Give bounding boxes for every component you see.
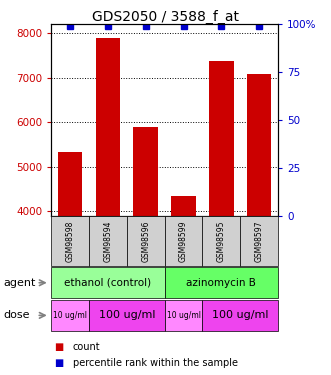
Bar bbox=[247, 74, 271, 216]
Bar bbox=[171, 196, 196, 216]
Text: 100 ug/ml: 100 ug/ml bbox=[99, 310, 155, 320]
Text: GSM98594: GSM98594 bbox=[104, 220, 113, 262]
Text: GSM98597: GSM98597 bbox=[255, 220, 264, 262]
Text: count: count bbox=[73, 342, 100, 352]
Text: percentile rank within the sample: percentile rank within the sample bbox=[73, 358, 238, 368]
Text: GSM98599: GSM98599 bbox=[179, 220, 188, 262]
Text: agent: agent bbox=[3, 278, 36, 288]
Text: 10 ug/ml: 10 ug/ml bbox=[53, 311, 87, 320]
Text: GDS2050 / 3588_f_at: GDS2050 / 3588_f_at bbox=[92, 9, 239, 24]
Text: dose: dose bbox=[3, 310, 30, 320]
Text: GSM98595: GSM98595 bbox=[217, 220, 226, 262]
Bar bbox=[96, 38, 120, 216]
Bar bbox=[58, 152, 82, 216]
Text: GSM98596: GSM98596 bbox=[141, 220, 150, 262]
Text: GSM98598: GSM98598 bbox=[66, 220, 75, 262]
Text: azinomycin B: azinomycin B bbox=[186, 278, 256, 288]
Text: ■: ■ bbox=[55, 358, 64, 368]
Text: ethanol (control): ethanol (control) bbox=[65, 278, 152, 288]
Text: 100 ug/ml: 100 ug/ml bbox=[212, 310, 268, 320]
Text: 10 ug/ml: 10 ug/ml bbox=[166, 311, 201, 320]
Bar bbox=[133, 127, 158, 216]
Text: ■: ■ bbox=[55, 342, 64, 352]
Bar bbox=[209, 61, 234, 216]
